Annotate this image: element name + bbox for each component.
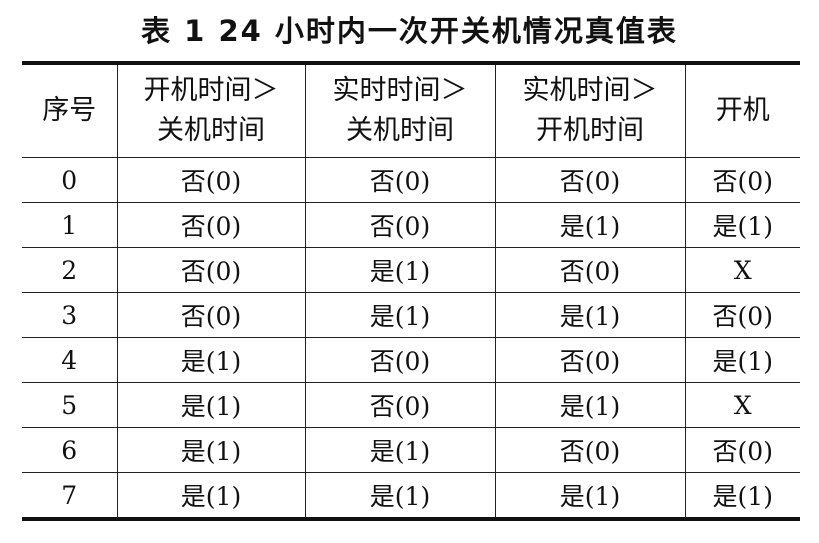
- truth-table: 序号 开机时间＞ 关机时间 实时时间＞ 关机时间 实机时间＞ 开机时间 开机 0 否(0) 否(0…: [22, 61, 800, 521]
- table-cell: 是(1): [684, 202, 800, 248]
- table-cell: 否(0): [684, 427, 800, 473]
- column-header: 开机: [684, 62, 800, 158]
- table-cell: 否(0): [494, 157, 686, 203]
- table-row: 6 是(1) 是(1) 否(0) 否(0): [22, 427, 800, 473]
- column-header: 实机时间＞ 开机时间: [494, 62, 686, 158]
- table-cell: 0: [22, 157, 118, 203]
- header-line: 实时时间＞: [332, 75, 468, 106]
- table-row: 2 否(0) 是(1) 否(0) X: [22, 247, 800, 293]
- table-cell: 否(0): [494, 337, 686, 383]
- table-cell: 是(1): [684, 472, 800, 520]
- table-cell: 是(1): [116, 337, 306, 383]
- table-cell: 是(1): [684, 337, 800, 383]
- table-cell: X: [684, 382, 800, 428]
- table-row: 1 否(0) 否(0) 是(1) 是(1): [22, 202, 800, 248]
- column-header: 实时时间＞ 关机时间: [304, 62, 496, 158]
- table-cell: 是(1): [116, 427, 306, 473]
- table-cell: 6: [22, 427, 118, 473]
- table-cell: 4: [22, 337, 118, 383]
- table-cell: 否(0): [116, 157, 306, 203]
- table-cell: 是(1): [494, 292, 686, 338]
- header-line: 开机时间: [536, 115, 644, 146]
- table-cell: 1: [22, 202, 118, 248]
- column-header: 序号: [22, 62, 118, 158]
- table-cell: 否(0): [116, 292, 306, 338]
- table-cell: 否(0): [304, 337, 496, 383]
- table-cell: 否(0): [304, 157, 496, 203]
- table-cell: 是(1): [494, 202, 686, 248]
- table-cell: 2: [22, 247, 118, 293]
- table-cell: 否(0): [494, 427, 686, 473]
- header-line: 关机时间: [346, 115, 454, 146]
- table-row: 0 否(0) 否(0) 否(0) 否(0): [22, 157, 800, 203]
- header-line: 关机时间: [157, 115, 265, 146]
- header-row: 序号 开机时间＞ 关机时间 实时时间＞ 关机时间 实机时间＞ 开机时间 开机: [22, 62, 800, 158]
- table-cell: 否(0): [684, 292, 800, 338]
- column-header: 开机时间＞ 关机时间: [116, 62, 306, 158]
- table-cell: 否(0): [494, 247, 686, 293]
- table-cell: 7: [22, 472, 118, 520]
- table-cell: 是(1): [116, 382, 306, 428]
- table-row: 4 是(1) 否(0) 否(0) 是(1): [22, 337, 800, 383]
- table-row: 7 是(1) 是(1) 是(1) 是(1): [22, 472, 800, 520]
- header-line: 开机: [715, 95, 770, 126]
- table-cell: 3: [22, 292, 118, 338]
- table-cell: 是(1): [304, 247, 496, 293]
- header-line: 开机时间＞: [143, 75, 279, 106]
- table-cell: 否(0): [684, 157, 800, 203]
- table-cell: 是(1): [116, 472, 306, 520]
- table-row: 3 否(0) 是(1) 是(1) 否(0): [22, 292, 800, 338]
- table-cell: 否(0): [304, 382, 496, 428]
- table-cell: 否(0): [116, 247, 306, 293]
- table-cell: 是(1): [304, 472, 496, 520]
- header-line: 序号: [42, 95, 97, 126]
- table-cell: 是(1): [304, 292, 496, 338]
- table-caption: 表 1 24 小时内一次开关机情况真值表: [141, 14, 678, 48]
- table-row: 5 是(1) 否(0) 是(1) X: [22, 382, 800, 428]
- table-cell: 否(0): [304, 202, 496, 248]
- table-cell: 是(1): [304, 427, 496, 473]
- header-line: 实机时间＞: [522, 75, 658, 106]
- table-cell: 是(1): [494, 382, 686, 428]
- table-cell: X: [684, 247, 800, 293]
- table-cell: 5: [22, 382, 118, 428]
- table-cell: 否(0): [116, 202, 306, 248]
- table-cell: 是(1): [494, 472, 686, 520]
